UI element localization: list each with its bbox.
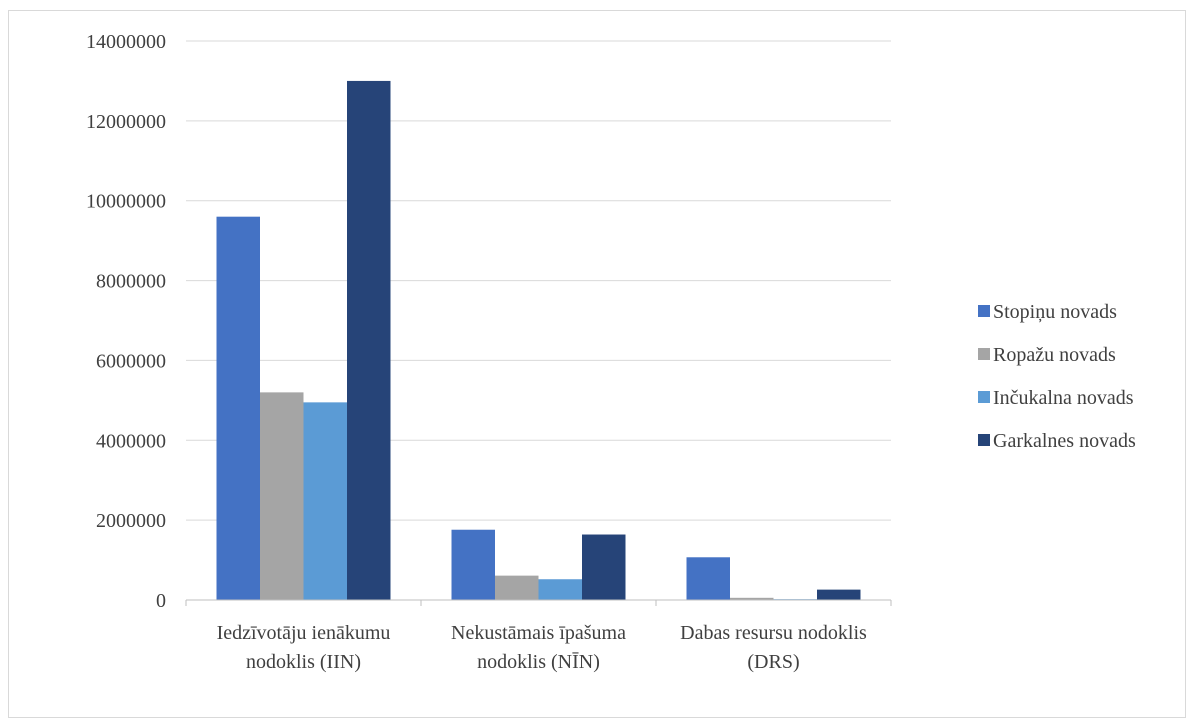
y-axis-ticks: 0 2000000 4000000 6000000 8000000 10000000 120… [86, 31, 166, 612]
x-category-label: Iedzīvotāju ienākumu [217, 622, 391, 644]
legend-label: Inčukalna novads [993, 387, 1134, 409]
y-tick-label: 2000000 [96, 510, 166, 532]
bar [451, 529, 495, 600]
bar [216, 216, 260, 600]
y-tick-label: 4000000 [96, 430, 166, 452]
legend-swatch [978, 348, 990, 360]
bar [730, 597, 774, 600]
y-tick-label: 14000000 [86, 31, 166, 53]
y-tick-label: 10000000 [86, 191, 166, 213]
x-category-label: nodoklis (NĪN) [477, 651, 600, 673]
y-tick-label: 12000000 [86, 111, 166, 133]
legend-swatch [978, 434, 990, 446]
legend-label: Stopiņu novads [993, 301, 1117, 323]
x-axis-labels: Iedzīvotāju ienākumu nodoklis (IIN) Nekust… [217, 622, 867, 673]
y-tick-label: 0 [156, 590, 166, 612]
y-tick-label: 6000000 [96, 350, 166, 372]
bar [347, 80, 391, 600]
bar [303, 402, 347, 600]
x-category-label: Dabas resursu nodoklis [680, 622, 867, 644]
legend-label: Ropažu novads [993, 344, 1116, 366]
x-category-label: (DRS) [747, 651, 799, 673]
bar-chart: 0 2000000 4000000 6000000 8000000 10000000 120… [86, 31, 1136, 673]
bar [495, 575, 539, 600]
x-category-label: Nekustāmais īpašuma [451, 622, 626, 644]
legend-swatch [978, 391, 990, 403]
legend-swatch [978, 305, 990, 317]
legend-label: Garkalnes novads [993, 430, 1136, 452]
bar [686, 557, 730, 600]
legend: Stopiņu novads Ropažu novads Inčukalna nov… [978, 301, 1136, 452]
bars [216, 80, 861, 600]
x-category-label: nodoklis (IIN) [246, 651, 361, 673]
bar [260, 392, 304, 600]
y-tick-label: 8000000 [96, 271, 166, 293]
bar [817, 589, 861, 600]
chart-frame: 0 2000000 4000000 6000000 8000000 10000000 120… [8, 10, 1186, 718]
x-axis [185, 599, 892, 606]
bar [538, 579, 582, 600]
bar [582, 534, 626, 600]
